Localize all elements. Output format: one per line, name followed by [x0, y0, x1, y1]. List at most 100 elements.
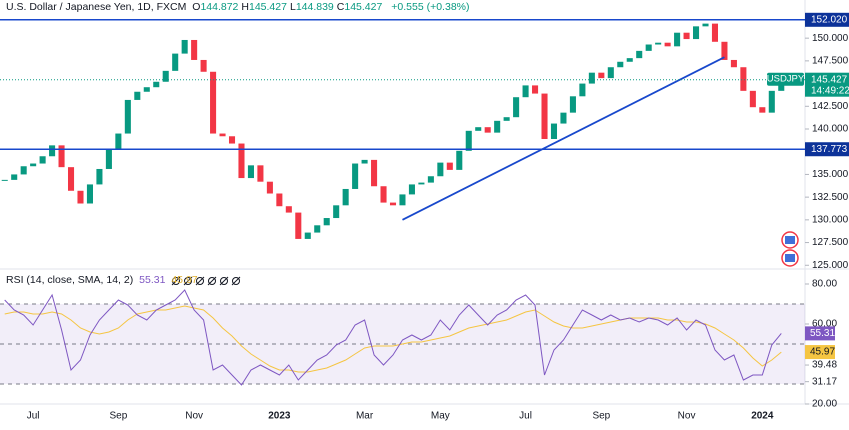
candle	[181, 39, 188, 54]
candle	[333, 205, 340, 219]
value-badge-label: 55.31	[810, 328, 835, 339]
candle	[266, 181, 273, 194]
level-label: 152.020	[811, 14, 848, 25]
candle	[664, 42, 671, 47]
candle	[342, 188, 349, 206]
candle	[711, 23, 719, 42]
header-icon	[196, 277, 204, 285]
candle	[683, 32, 690, 40]
candle	[20, 166, 27, 175]
symbol-badge	[767, 72, 804, 86]
y-tick-label: 60.00	[812, 319, 837, 330]
change: +0.555 (+0.38%)	[391, 1, 470, 13]
price-label: 145.427	[811, 74, 848, 85]
candle	[569, 96, 576, 113]
candle	[86, 184, 93, 204]
symbol-title: U.S. Dollar / Japanese Yen, 1D, FXCM	[6, 1, 187, 13]
x-tick-label: Nov	[185, 411, 203, 422]
candle	[304, 232, 311, 239]
rsi-header: RSI (14, close, SMA, 14, 2) 55.31 45.97	[6, 274, 201, 286]
candle	[522, 85, 529, 98]
candle	[295, 212, 302, 239]
rsi-title: RSI (14, close, SMA, 14, 2)	[6, 274, 134, 286]
ohlc-label: C	[336, 1, 345, 13]
candle	[730, 59, 737, 68]
rsi-line	[4, 289, 782, 386]
level-label: 137.773	[811, 144, 848, 155]
ohlc-label: L	[289, 1, 296, 13]
x-tick-label: Sep	[592, 411, 610, 422]
ohlc-label: H	[241, 1, 249, 13]
candle	[484, 127, 491, 133]
candle	[494, 120, 501, 133]
candle	[465, 130, 472, 151]
candle	[399, 194, 406, 206]
candle	[30, 163, 37, 167]
price-header: U.S. Dollar / Japanese Yen, 1D, FXCM O14…	[6, 1, 473, 13]
candle	[58, 145, 65, 168]
ohlc: O144.872 H145.427 L144.839 C145.427	[192, 1, 385, 13]
candle	[352, 163, 359, 189]
candle	[153, 81, 160, 88]
candle	[427, 176, 434, 183]
candle	[11, 174, 18, 180]
candle	[740, 67, 747, 91]
candle	[219, 133, 226, 137]
y-tick-label: 135.000	[812, 169, 849, 180]
rsi-line	[4, 305, 782, 373]
candle	[532, 85, 539, 94]
candle	[134, 91, 141, 100]
candle	[191, 39, 198, 60]
ohlc-label: O	[192, 1, 201, 13]
candle	[503, 117, 510, 121]
candle	[210, 71, 217, 134]
y-tick-label: 130.000	[812, 214, 849, 225]
candle	[446, 162, 453, 170]
candle	[115, 133, 122, 149]
candle	[437, 162, 444, 177]
y-tick-label: 125.000	[812, 260, 849, 271]
header-icon	[208, 277, 216, 285]
candle	[617, 61, 624, 68]
candle	[67, 167, 75, 191]
candle	[257, 165, 264, 182]
symbol-label: USDJPY	[767, 74, 805, 85]
header-icon	[232, 277, 240, 285]
candle	[361, 159, 368, 164]
candle	[749, 90, 756, 108]
candle	[560, 112, 567, 124]
candle	[418, 182, 425, 185]
x-tick-label: May	[431, 411, 450, 422]
y-tick-label: 39.48	[812, 360, 837, 371]
y-tick-label: 80.00	[812, 279, 837, 290]
ohlc-value: 145.427	[249, 1, 287, 13]
candle	[645, 44, 652, 51]
header-icon	[172, 277, 180, 285]
candle	[49, 145, 56, 157]
candle	[541, 93, 548, 139]
candle	[105, 148, 112, 169]
header-icon-slash	[183, 276, 193, 286]
x-tick-label: Sep	[109, 411, 127, 422]
candle	[380, 186, 387, 203]
event-flag	[785, 254, 795, 262]
value-badge-label: 45.97	[810, 347, 835, 358]
value-badge	[805, 345, 835, 360]
candle	[200, 59, 207, 72]
candle	[162, 70, 169, 82]
trendline	[402, 56, 725, 221]
level-badge	[805, 12, 849, 27]
x-tick-label: 2024	[751, 411, 774, 422]
value-badge	[805, 326, 835, 341]
x-tick-label: 2023	[268, 411, 291, 422]
candle	[674, 32, 681, 47]
ohlc-value: 145.427	[344, 1, 383, 13]
candle	[607, 67, 614, 79]
candle	[172, 53, 179, 71]
candle	[285, 206, 292, 213]
level-badge	[805, 142, 849, 157]
candle	[475, 127, 482, 131]
y-tick-label: 132.500	[812, 192, 849, 203]
y-tick-label: 147.500	[812, 56, 849, 67]
